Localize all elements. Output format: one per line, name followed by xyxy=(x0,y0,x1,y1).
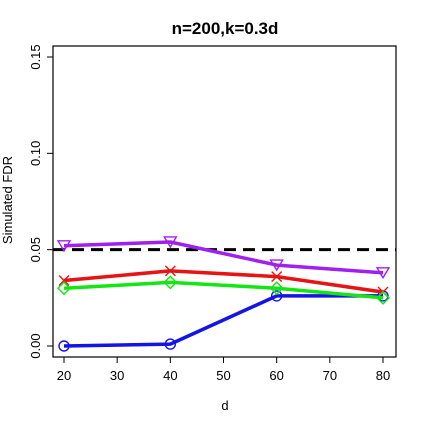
y-tick-label: 0.05 xyxy=(28,237,43,262)
x-tick-label: 50 xyxy=(216,368,230,383)
y-tick-label: 0.00 xyxy=(28,333,43,358)
data-point xyxy=(58,340,70,352)
data-point xyxy=(56,240,72,253)
series-line xyxy=(63,280,384,300)
x-tick-label: 30 xyxy=(110,368,124,383)
data-point xyxy=(164,338,177,350)
data-point xyxy=(57,281,71,296)
x-axis-label: d xyxy=(221,398,228,413)
series-2 xyxy=(57,275,390,305)
series-line xyxy=(63,269,384,294)
series-line xyxy=(63,294,383,348)
data-point xyxy=(269,281,284,296)
x-axis: 20 30 40 50 60 70 80 xyxy=(57,357,390,383)
series-line xyxy=(63,240,384,275)
data-point xyxy=(270,290,283,302)
x-tick-label: 70 xyxy=(323,368,337,383)
data-point xyxy=(271,271,283,283)
chart-title: n=200,k=0.3d xyxy=(172,19,279,38)
series-0 xyxy=(58,290,389,352)
x-tick-label: 40 xyxy=(163,368,177,383)
plot-frame xyxy=(52,45,397,358)
data-point xyxy=(163,236,178,249)
data-point xyxy=(269,259,284,272)
x-tick-label: 20 xyxy=(57,368,71,383)
x-tick-label: 80 xyxy=(376,368,390,383)
data-point xyxy=(375,267,391,280)
y-axis-label: Simulated FDR xyxy=(0,156,15,244)
data-point xyxy=(163,275,178,290)
x-tick-label: 60 xyxy=(269,368,283,383)
data-point xyxy=(376,290,390,305)
y-tick-label: 0.10 xyxy=(28,141,43,166)
series-3 xyxy=(56,236,391,280)
y-axis: 0.00 0.05 0.10 0.15 xyxy=(28,44,53,359)
y-tick-label: 0.15 xyxy=(28,44,43,69)
data-point xyxy=(58,274,70,286)
data-point xyxy=(164,265,176,277)
